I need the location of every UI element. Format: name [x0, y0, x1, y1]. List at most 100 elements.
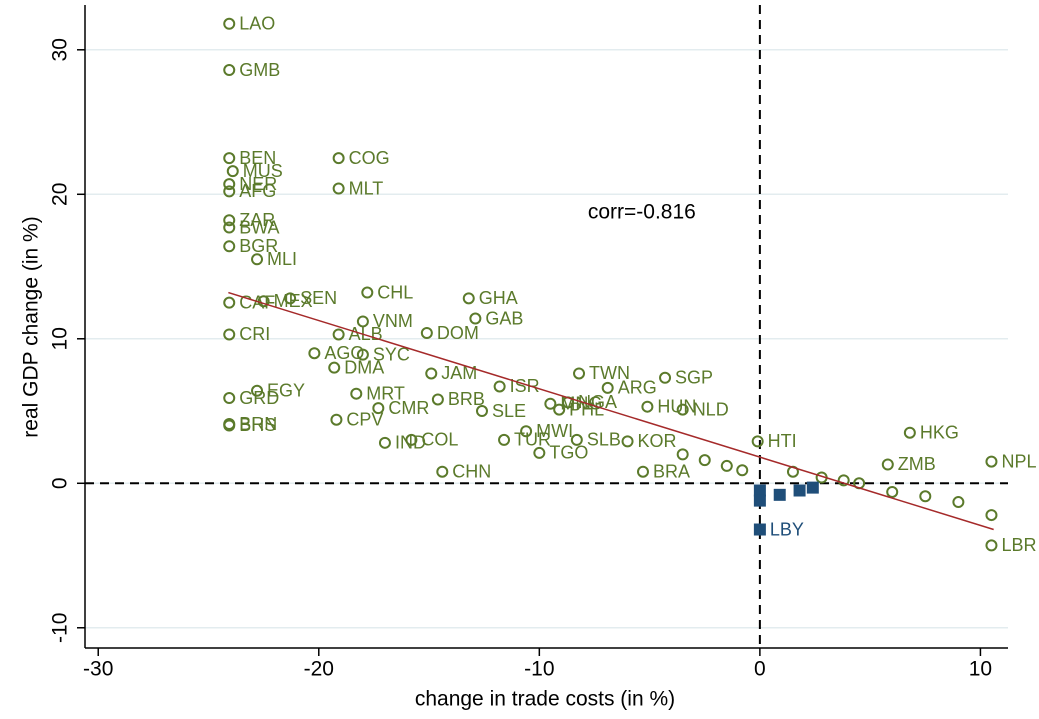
y-axis-title: real GDP change (in %) [20, 216, 43, 437]
point [793, 484, 806, 497]
point [573, 367, 586, 380]
point [223, 392, 236, 405]
fit-line [228, 291, 994, 531]
point [361, 286, 374, 299]
point [332, 152, 345, 165]
point [773, 488, 786, 501]
point [985, 539, 998, 552]
point [636, 465, 649, 478]
point-label: ZAR [239, 210, 275, 230]
point [251, 384, 264, 397]
point-label: ALB [349, 324, 383, 344]
y-tick-label: 20 [49, 183, 72, 206]
point [332, 328, 345, 341]
point-label: PHL [569, 399, 604, 419]
point-label: MRT [366, 383, 405, 403]
x-axis-title: change in trade costs (in %) [415, 688, 675, 711]
point [284, 292, 297, 305]
point [498, 433, 511, 446]
point [223, 221, 236, 234]
point-label: CHL [377, 282, 413, 302]
point-label: ISR [510, 376, 540, 396]
point-label: DMA [344, 357, 384, 377]
point-label: CPV [346, 409, 383, 429]
annotation: corr=-0.816 [588, 201, 696, 224]
point-label: BRB [448, 389, 485, 409]
point [601, 381, 614, 394]
point-label: DOM [437, 323, 479, 343]
point [837, 474, 850, 487]
point [223, 214, 236, 227]
point [226, 165, 239, 178]
point [753, 494, 766, 507]
point-label: GRD [239, 388, 279, 408]
y-tick-label: -10 [49, 613, 72, 643]
point-label: MLI [267, 249, 297, 269]
point-label: LAO [239, 14, 275, 34]
point [431, 393, 444, 406]
point-label: AGO [324, 343, 364, 363]
point-label: GMB [239, 60, 280, 80]
point [985, 509, 998, 522]
x-tick-label: -10 [524, 658, 554, 681]
point-label: NLD [693, 399, 729, 419]
y-tick-label: 0 [49, 477, 72, 489]
point [553, 403, 566, 416]
point [903, 426, 916, 439]
point [469, 312, 482, 325]
point [223, 17, 236, 30]
point-label: CAF [239, 292, 275, 312]
point [720, 459, 733, 472]
point-label: BRN [239, 414, 277, 434]
point-label: BWA [239, 217, 279, 237]
point-label: LBR [1001, 535, 1036, 555]
point-label: COL [421, 430, 458, 450]
point [223, 185, 236, 198]
point-label: MWI [536, 421, 573, 441]
point [328, 361, 341, 374]
y-tick-label: 10 [49, 327, 72, 350]
x-tick-label: -30 [83, 658, 113, 681]
point [533, 446, 546, 459]
point [621, 435, 634, 448]
point-label: MEX [274, 291, 313, 311]
point [223, 419, 236, 432]
point [919, 490, 932, 503]
point [420, 327, 433, 340]
point [676, 448, 689, 461]
point [952, 496, 965, 509]
point [753, 523, 766, 536]
point [356, 315, 369, 328]
point-label: KOR [638, 431, 677, 451]
point-label: CHN [452, 461, 491, 481]
point [520, 425, 533, 438]
point-label: MUS [243, 161, 283, 181]
point [985, 455, 998, 468]
point [372, 402, 385, 415]
point [223, 64, 236, 77]
point [405, 433, 418, 446]
point-label: NER [239, 174, 277, 194]
point-label: VNM [373, 311, 413, 331]
point-label: SGP [675, 368, 713, 388]
point [308, 347, 321, 360]
point [751, 435, 764, 448]
point-label: EGY [267, 381, 305, 401]
point-label: IND [395, 433, 426, 453]
point [544, 397, 557, 410]
point [251, 253, 264, 266]
point [350, 387, 363, 400]
x-tick-label: -20 [304, 658, 334, 681]
point-label: SEN [300, 288, 337, 308]
point-label: NGA [578, 392, 617, 412]
point-label: SYC [373, 344, 410, 364]
point [223, 296, 236, 309]
point [698, 454, 711, 467]
point-label: MLT [349, 178, 384, 198]
point [493, 380, 506, 393]
point [641, 400, 654, 413]
point [676, 403, 689, 416]
point-label: CMR [388, 398, 429, 418]
point-label: HKG [920, 422, 959, 442]
point-label: LBY [770, 519, 804, 539]
